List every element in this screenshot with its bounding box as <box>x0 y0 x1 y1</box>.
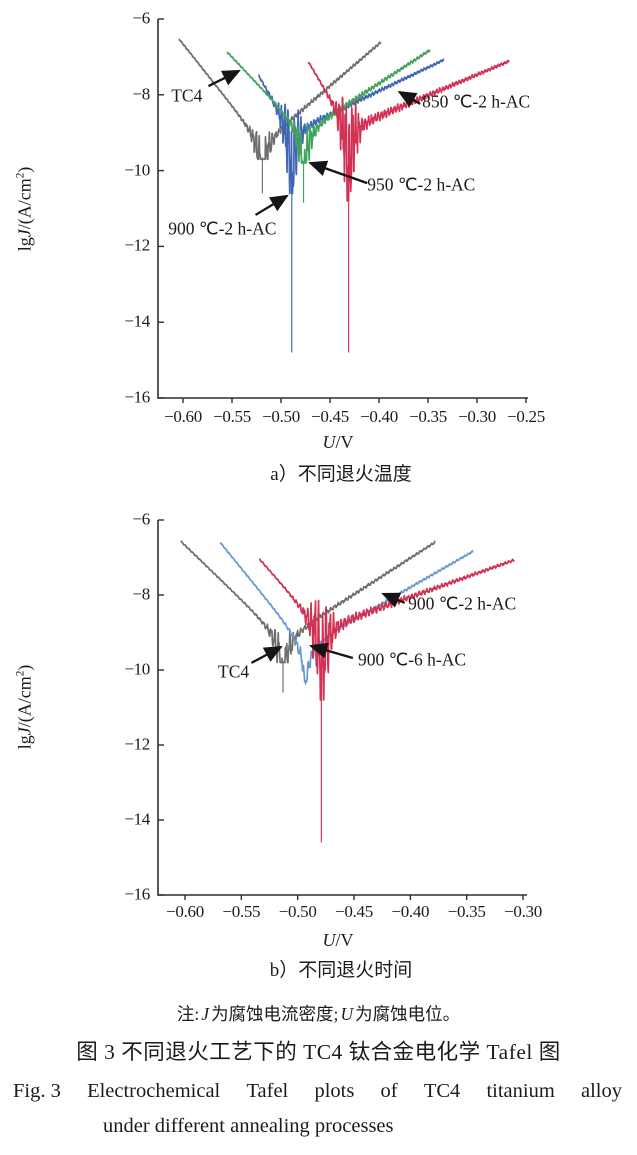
note-end: 为腐蚀电位。 <box>355 1004 461 1024</box>
x-tick-label: −0.30 <box>504 902 542 921</box>
x-tick-label: −0.45 <box>335 902 373 921</box>
caption-en-word: Tafel <box>246 1080 289 1102</box>
x-tick-label: −0.35 <box>447 902 486 921</box>
x-tick-label: −0.30 <box>458 407 496 426</box>
y-axis-label-text: ) <box>14 166 35 173</box>
y-axis-label-b: lgJ/(A/cm2) <box>15 665 36 750</box>
annotation-arrow <box>250 646 283 664</box>
x-tick-label: −0.50 <box>262 407 300 426</box>
y-axis-label-sup: 2 <box>14 172 27 179</box>
y-tick-label: −8 <box>132 84 151 104</box>
y-tick-label: −14 <box>124 311 150 331</box>
x-axis-label-a: U/V <box>323 432 354 453</box>
y-axis-label-sup: 2 <box>14 670 27 677</box>
y-tick-label: −12 <box>124 235 150 255</box>
x-axis-label-U: U <box>322 930 336 950</box>
figure-note: 注: J 为腐蚀电流密度; U 为腐蚀电位。 <box>0 1001 637 1026</box>
annotation-tc4-b: TC4 <box>218 661 250 681</box>
curve-TC4 <box>180 540 436 664</box>
annotation-arrow <box>308 160 368 185</box>
caption-en-word: alloy <box>581 1080 622 1102</box>
y-axis-label-text: lg <box>14 237 35 252</box>
subplot-caption-b: b）不同退火时间 <box>269 960 413 981</box>
curve-950 ℃-2 h-AC <box>226 49 431 164</box>
caption-en-word: TC4 <box>423 1080 461 1102</box>
note-mid: 为腐蚀电流密度; <box>211 1004 339 1024</box>
x-tick-label: −0.45 <box>311 407 349 426</box>
figure-caption-en-line1: Fig. 3 Electrochemical Tafel plots of TC4 tita… <box>13 1080 622 1103</box>
y-tick-label: −6 <box>132 509 151 529</box>
x-tick-label: −0.55 <box>222 902 261 921</box>
x-tick-label: −0.55 <box>213 407 251 426</box>
x-axis-label-b: U/V <box>323 930 354 951</box>
figure-caption-zh: 图 3 不同退火工艺下的 TC4 钛合金电化学 Tafel 图 <box>76 1040 561 1064</box>
subplot-caption-a: a）不同退火温度 <box>270 464 412 485</box>
y-axis-label-text: /(A/cm <box>14 178 35 230</box>
annotation-arrow <box>381 592 406 608</box>
y-tick-label: −10 <box>124 659 150 679</box>
annotation-850c-2h: 850 ℃-2 h-AC <box>422 91 531 112</box>
caption-en-word: Fig. 3 <box>13 1080 61 1102</box>
x-tick-label: −0.40 <box>391 902 430 921</box>
y-tick-label: −8 <box>132 584 151 604</box>
note-prefix: 注: <box>176 1004 200 1024</box>
annotation-900c-6h: 900 ℃-6 h-AC <box>357 649 467 669</box>
figure-caption-en-line2: under different annealing processes <box>103 1115 394 1137</box>
y-tick-label: −14 <box>124 809 150 829</box>
y-tick-label: −6 <box>132 8 151 28</box>
y-tick-label: −10 <box>124 160 150 180</box>
y-axis-label-a: lgJ/(A/cm2) <box>15 167 36 252</box>
note-J: J <box>201 1004 210 1024</box>
x-tick-label: −0.60 <box>164 407 202 426</box>
annotation-arrow <box>308 642 354 660</box>
x-tick-label: −0.35 <box>409 407 447 426</box>
x-tick-label: −0.25 <box>507 407 545 426</box>
x-tick-label: −0.50 <box>278 902 317 921</box>
caption-en-word: titanium <box>486 1080 555 1102</box>
annotation-arrow <box>207 69 241 88</box>
y-tick-label: −16 <box>124 387 150 407</box>
curve-TC4 <box>178 38 382 161</box>
y-axis-label-J: J <box>14 229 35 238</box>
x-tick-label: −0.40 <box>360 407 398 426</box>
annotation-arrow <box>397 91 421 108</box>
y-axis-label-text: /(A/cm <box>14 676 35 728</box>
annotation-950c-2h: 950 ℃-2 h-AC <box>367 174 476 195</box>
y-tick-label: −12 <box>124 734 150 754</box>
x-axis-label-U: U <box>322 432 336 452</box>
caption-en-word: Electrochemical <box>87 1080 221 1102</box>
axis-b <box>157 520 527 896</box>
x-axis-label-unit: /V <box>335 432 354 452</box>
y-axis-label-text: lg <box>14 735 35 750</box>
annotation-900c-2h-a: 900 ℃-2 h-AC <box>168 218 277 239</box>
curve-900 ℃-2 h-AC <box>258 557 515 701</box>
x-tick-label: −0.60 <box>166 902 204 921</box>
note-U: U <box>340 1004 354 1024</box>
y-axis-label-text: ) <box>14 664 35 671</box>
annotation-tc4-a: TC4 <box>171 85 203 106</box>
y-axis-label-J: J <box>14 727 35 736</box>
caption-en-word: of <box>380 1080 398 1102</box>
y-tick-label: −16 <box>124 884 150 904</box>
x-axis-label-unit: /V <box>335 930 354 950</box>
annotation-900c-2h-b: 900 ℃-2 h-AC <box>408 593 517 614</box>
annotation-arrow <box>254 194 289 216</box>
caption-en-word: plots <box>314 1080 355 1102</box>
